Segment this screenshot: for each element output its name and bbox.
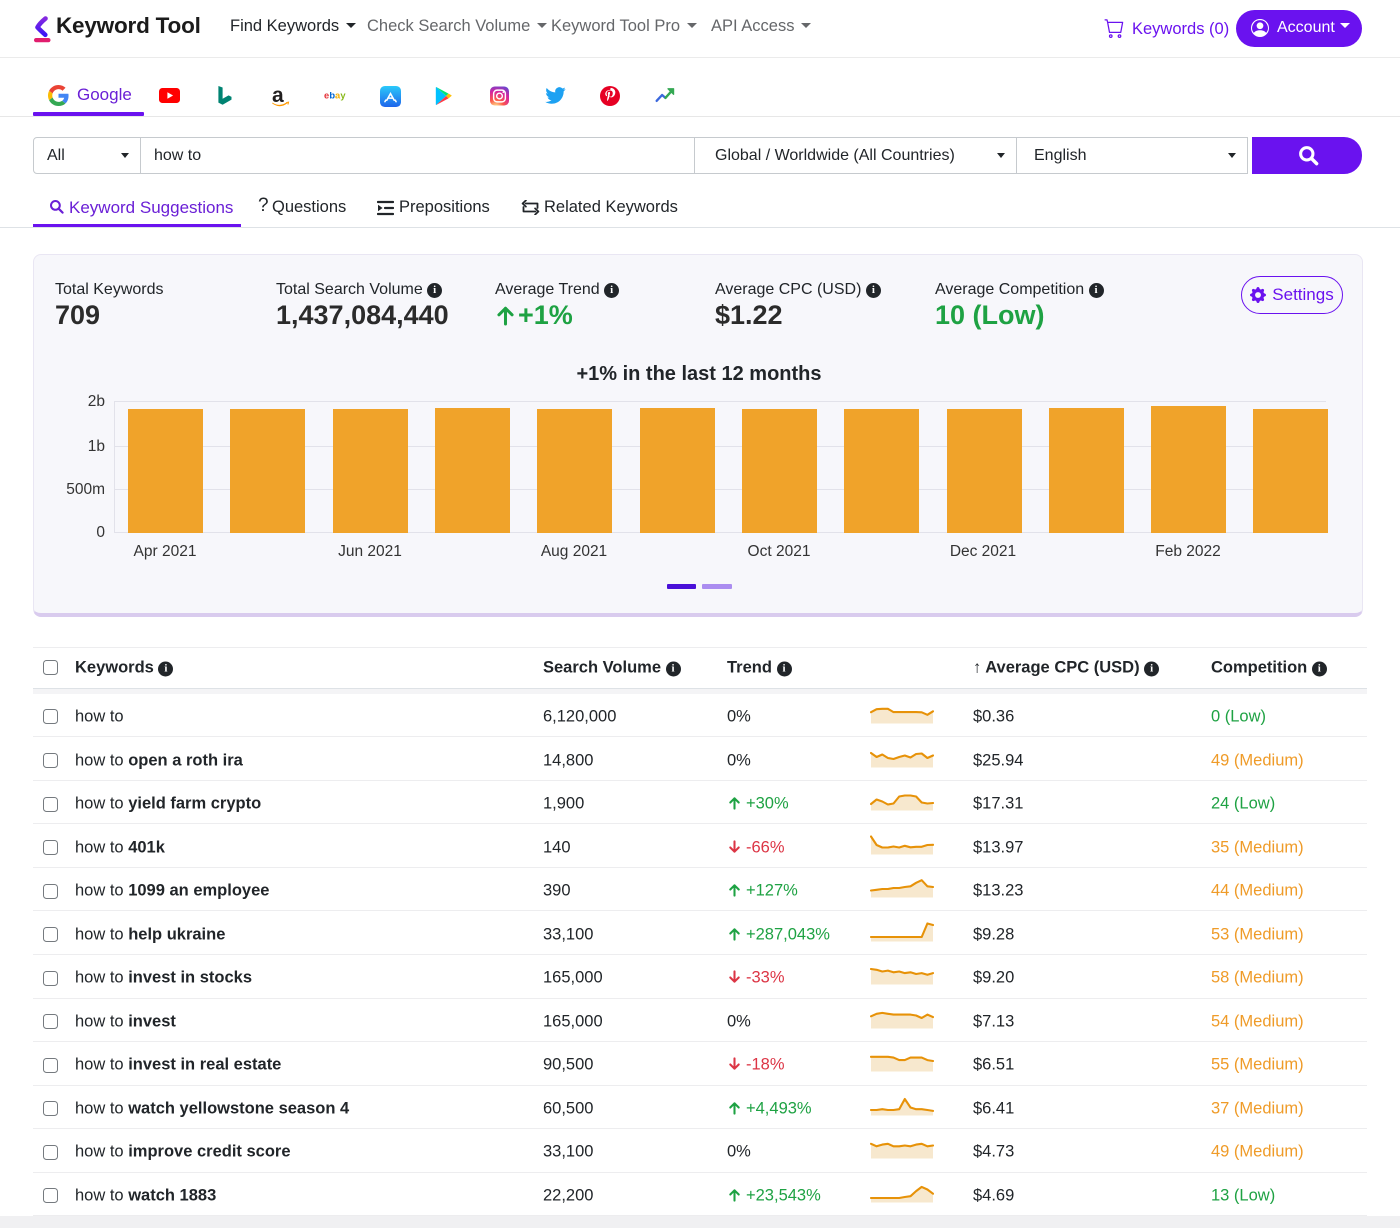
svg-text:b: b bbox=[329, 91, 335, 101]
svg-text:a: a bbox=[272, 85, 284, 107]
svg-text:a: a bbox=[335, 91, 341, 101]
svg-text:y: y bbox=[340, 91, 346, 101]
svg-text:e: e bbox=[324, 91, 329, 101]
